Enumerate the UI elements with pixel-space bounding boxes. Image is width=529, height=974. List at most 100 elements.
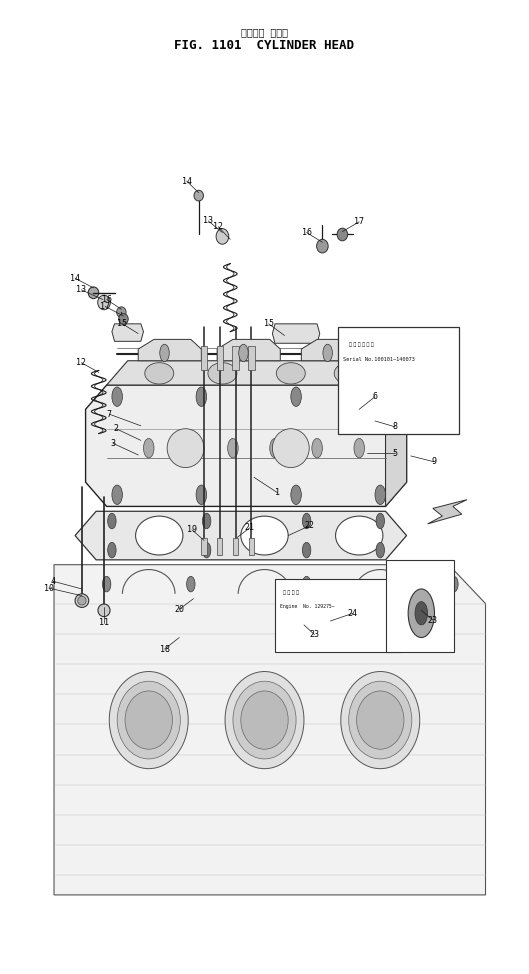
- Text: 2: 2: [114, 425, 118, 433]
- Ellipse shape: [98, 295, 111, 310]
- Text: 4: 4: [50, 577, 56, 585]
- Bar: [202, 538, 207, 555]
- Ellipse shape: [233, 681, 296, 759]
- Circle shape: [187, 577, 195, 592]
- Polygon shape: [112, 323, 143, 341]
- Ellipse shape: [145, 362, 174, 384]
- Text: 3: 3: [111, 439, 115, 448]
- Circle shape: [227, 438, 238, 458]
- Ellipse shape: [116, 307, 126, 318]
- Text: 7: 7: [107, 410, 112, 419]
- Bar: [232, 346, 239, 370]
- Circle shape: [291, 485, 302, 505]
- Text: 12: 12: [213, 222, 223, 231]
- Circle shape: [103, 577, 111, 592]
- Polygon shape: [427, 500, 467, 524]
- Text: シ リ ア ル 番 号: シ リ ア ル 番 号: [349, 342, 373, 347]
- Circle shape: [203, 543, 211, 558]
- Text: 1: 1: [275, 488, 280, 498]
- Text: 14: 14: [70, 274, 80, 282]
- Ellipse shape: [337, 228, 348, 241]
- Ellipse shape: [117, 681, 180, 759]
- Text: 適 用 す る: 適 用 す る: [283, 590, 299, 595]
- Text: 5: 5: [393, 448, 397, 458]
- Circle shape: [303, 513, 311, 529]
- Bar: [233, 538, 238, 555]
- Circle shape: [375, 387, 386, 406]
- Circle shape: [160, 344, 169, 361]
- Ellipse shape: [334, 362, 363, 384]
- Polygon shape: [272, 323, 320, 343]
- Circle shape: [358, 374, 377, 409]
- Text: 16: 16: [302, 228, 312, 237]
- Circle shape: [270, 438, 280, 458]
- Ellipse shape: [208, 362, 237, 384]
- Ellipse shape: [135, 516, 183, 555]
- Bar: [343, 351, 402, 429]
- Circle shape: [376, 393, 390, 420]
- Ellipse shape: [357, 691, 404, 749]
- Polygon shape: [217, 339, 280, 360]
- Bar: [338, 326, 459, 433]
- Text: 16: 16: [102, 295, 112, 304]
- Polygon shape: [54, 565, 486, 895]
- Text: シリンダ ヘッド: シリンダ ヘッド: [241, 27, 288, 37]
- Circle shape: [408, 589, 434, 638]
- Text: 18: 18: [160, 645, 169, 654]
- Text: 10: 10: [44, 583, 54, 592]
- Text: Serial No.100101~140073: Serial No.100101~140073: [343, 356, 415, 361]
- Bar: [386, 560, 454, 653]
- Ellipse shape: [98, 604, 110, 617]
- Text: Engine  No. 129275~: Engine No. 129275~: [280, 605, 335, 610]
- Ellipse shape: [75, 594, 89, 608]
- Circle shape: [112, 485, 122, 505]
- Circle shape: [143, 438, 154, 458]
- Polygon shape: [75, 511, 407, 560]
- Text: 23: 23: [428, 616, 438, 624]
- Text: 15: 15: [117, 319, 127, 328]
- Circle shape: [196, 485, 207, 505]
- Text: 21: 21: [245, 523, 255, 533]
- Ellipse shape: [316, 240, 328, 253]
- Polygon shape: [138, 339, 202, 360]
- Text: 13: 13: [76, 285, 86, 294]
- Ellipse shape: [341, 671, 419, 768]
- Text: 23: 23: [309, 630, 320, 639]
- Text: 12: 12: [76, 358, 86, 367]
- Ellipse shape: [241, 516, 288, 555]
- Bar: [275, 580, 402, 653]
- Circle shape: [108, 543, 116, 558]
- Ellipse shape: [194, 190, 204, 201]
- Circle shape: [303, 577, 311, 592]
- Circle shape: [312, 438, 322, 458]
- Ellipse shape: [349, 681, 412, 759]
- Ellipse shape: [216, 229, 229, 244]
- Circle shape: [376, 543, 385, 558]
- Ellipse shape: [88, 287, 99, 299]
- Text: 14: 14: [181, 176, 191, 186]
- Bar: [216, 346, 223, 370]
- Circle shape: [376, 513, 385, 529]
- Ellipse shape: [272, 429, 309, 468]
- Text: 17: 17: [100, 302, 110, 311]
- Polygon shape: [107, 360, 407, 385]
- Text: 20: 20: [174, 605, 184, 614]
- Circle shape: [108, 513, 116, 529]
- Polygon shape: [302, 339, 364, 360]
- Bar: [249, 538, 254, 555]
- Circle shape: [186, 438, 196, 458]
- Bar: [248, 346, 254, 370]
- Circle shape: [323, 344, 332, 361]
- Ellipse shape: [78, 596, 86, 605]
- Text: 24: 24: [348, 609, 358, 618]
- Ellipse shape: [118, 314, 128, 324]
- Text: 17: 17: [354, 217, 364, 226]
- Circle shape: [291, 387, 302, 406]
- Text: 9: 9: [432, 457, 436, 467]
- Ellipse shape: [225, 671, 304, 768]
- Circle shape: [196, 387, 207, 406]
- Circle shape: [239, 344, 248, 361]
- Polygon shape: [386, 360, 407, 506]
- Circle shape: [354, 438, 364, 458]
- Polygon shape: [86, 385, 407, 506]
